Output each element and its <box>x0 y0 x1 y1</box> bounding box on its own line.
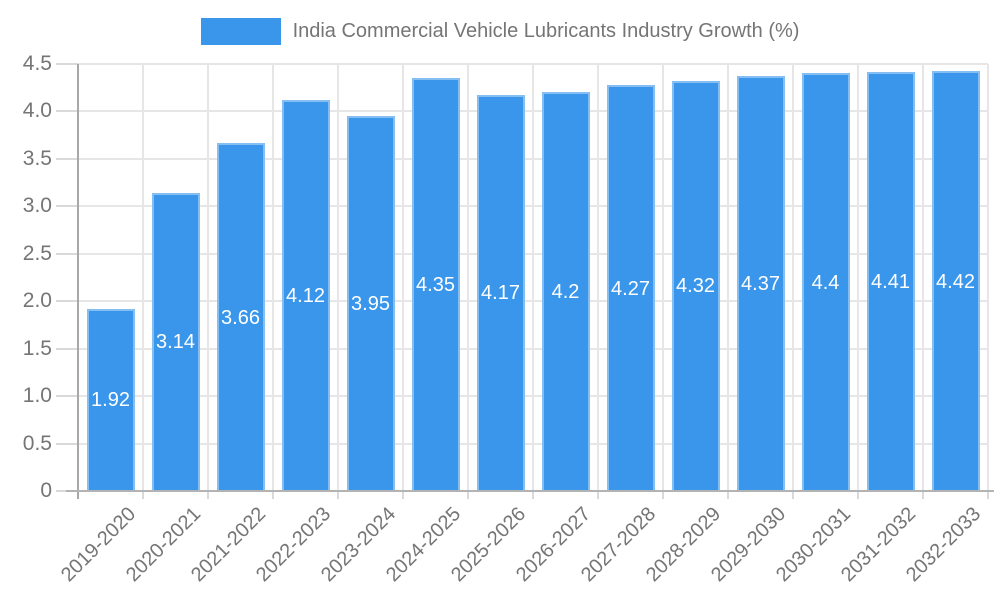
y-axis-tick <box>56 442 78 445</box>
y-axis-label: 4.0 <box>22 99 52 122</box>
y-axis-label: 0.5 <box>22 431 52 455</box>
y-axis-label: 0 <box>40 479 52 502</box>
x-gridline <box>727 63 729 491</box>
y-axis-tick <box>56 347 78 350</box>
bar-2032-2033[interactable]: 4.42 <box>931 71 980 491</box>
x-axis-tick <box>532 491 534 499</box>
x-gridline <box>597 63 599 491</box>
bar-2031-2032[interactable]: 4.41 <box>866 72 915 491</box>
y-axis-label: 3.5 <box>22 146 52 170</box>
y-axis-label: 1.0 <box>22 384 52 407</box>
y-axis-label: 4.5 <box>22 51 52 75</box>
y-axis-tick <box>56 395 78 397</box>
bar-value-label: 4.41 <box>871 271 910 294</box>
bar-2021-2022[interactable]: 3.66 <box>216 143 265 491</box>
bar-value-label: 4.27 <box>611 277 650 300</box>
x-axis-tick <box>142 491 144 499</box>
bar-2020-2021[interactable]: 3.14 <box>151 192 200 491</box>
y-axis-tick <box>56 62 78 65</box>
y-axis-line <box>77 63 79 499</box>
y-axis-label: 3.0 <box>22 194 52 217</box>
y-axis-tick <box>56 300 78 302</box>
x-axis-tick <box>792 491 794 499</box>
x-gridline <box>142 63 144 491</box>
x-gridline <box>662 63 664 491</box>
y-axis-label: 1.5 <box>22 336 52 360</box>
x-gridline <box>207 63 209 491</box>
x-gridline <box>792 63 794 491</box>
x-axis-tick <box>662 491 664 499</box>
x-axis-line <box>66 490 994 492</box>
y-axis-tick <box>56 252 78 255</box>
bar-2028-2029[interactable]: 4.32 <box>671 80 720 491</box>
bar-value-label: 4.12 <box>286 284 325 307</box>
bar-2029-2030[interactable]: 4.37 <box>736 75 785 491</box>
bar-value-label: 3.95 <box>351 292 390 315</box>
y-axis-label: 2.5 <box>22 241 52 265</box>
x-gridline <box>532 63 534 491</box>
x-axis-tick <box>597 491 599 499</box>
bar-2019-2020[interactable]: 1.92 <box>86 308 135 491</box>
x-axis-tick <box>727 491 729 499</box>
x-axis-tick <box>987 491 989 499</box>
bar-2024-2025[interactable]: 4.35 <box>411 77 460 491</box>
y-axis-tick <box>56 157 78 160</box>
bar-2030-2031[interactable]: 4.4 <box>801 73 850 491</box>
bar-value-label: 3.14 <box>156 331 195 354</box>
x-axis-tick <box>402 491 404 499</box>
bar-2022-2023[interactable]: 4.12 <box>281 99 330 491</box>
x-gridline <box>857 63 859 491</box>
x-axis-tick <box>272 491 274 499</box>
x-axis-tick <box>337 491 339 499</box>
bar-value-label: 4.37 <box>741 272 780 295</box>
x-gridline <box>272 63 274 491</box>
legend-label: India Commercial Vehicle Lubricants Indu… <box>292 20 800 42</box>
bar-2025-2026[interactable]: 4.17 <box>476 94 525 491</box>
bar-value-label: 4.32 <box>676 275 715 298</box>
bar-value-label: 4.35 <box>416 273 455 296</box>
bar-value-label: 3.66 <box>221 306 260 329</box>
bar-2023-2024[interactable]: 3.95 <box>346 115 395 491</box>
x-axis-tick <box>207 491 209 499</box>
chart-legend[interactable]: India Commercial Vehicle Lubricants Indu… <box>0 18 1000 45</box>
x-gridline <box>337 63 339 491</box>
bar-value-label: 4.17 <box>481 282 520 305</box>
y-axis-tick <box>56 110 78 112</box>
bar-value-label: 1.92 <box>91 389 130 412</box>
bar-2027-2028[interactable]: 4.27 <box>606 85 655 491</box>
bar-value-label: 4.4 <box>811 271 840 294</box>
y-axis-label: 2.0 <box>22 289 52 312</box>
x-gridline <box>922 63 924 491</box>
x-axis-tick <box>857 491 859 499</box>
y-axis-tick <box>56 205 78 207</box>
x-axis-tick <box>922 491 924 499</box>
x-gridline <box>467 63 469 491</box>
x-axis-tick <box>467 491 469 499</box>
x-gridline <box>987 63 989 491</box>
bar-value-label: 4.42 <box>936 270 975 293</box>
x-gridline <box>402 63 404 491</box>
bar-value-label: 4.2 <box>551 281 580 303</box>
bar-2026-2027[interactable]: 4.2 <box>541 92 590 491</box>
legend-swatch <box>200 18 281 45</box>
